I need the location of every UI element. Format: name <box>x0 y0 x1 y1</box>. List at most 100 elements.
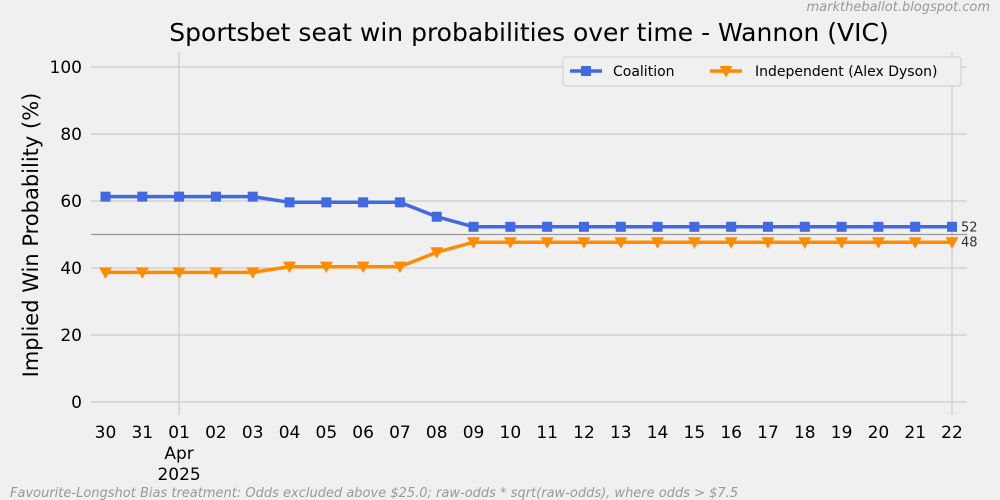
x-tick-labels: 30 31 01 02 03 04 05 06 07 08 09 10 11 12 13 14 15 16 17 18… <box>95 423 963 485</box>
legend-box <box>562 56 962 87</box>
x-tick-label-10: 10 <box>500 423 522 443</box>
series-1-point-14 <box>652 221 663 232</box>
series-2-point-20 <box>871 237 885 249</box>
x-tick-label-09: 09 <box>463 423 485 443</box>
series-1-point-05 <box>321 197 332 208</box>
series-2-point-05 <box>319 261 333 274</box>
x-tick-label-04: 04 <box>279 423 301 443</box>
x-tick-label-22: 22 <box>941 423 963 443</box>
series-2-point-01 <box>172 267 186 279</box>
x-tick-label-01: 01 <box>168 423 190 443</box>
footnote: Favourite-Longshot Bias treatment: Odds … <box>10 486 738 500</box>
series-2-point-19 <box>835 237 849 249</box>
series-1-point-18 <box>799 221 810 232</box>
x-tick-label-20: 20 <box>868 423 890 443</box>
series-1-point-22 <box>947 221 957 232</box>
legend-marker-1 <box>581 66 591 76</box>
series-2-point-17 <box>761 237 775 249</box>
x-tick-label-31: 31 <box>131 423 153 443</box>
series-1-end-label: 52 <box>961 220 978 235</box>
series-1: 52 <box>100 191 978 235</box>
x-tick-label-19: 19 <box>831 423 853 443</box>
legend: Coalition Independent (Alex Dyson) <box>562 56 962 87</box>
series-2-point-03 <box>246 267 260 279</box>
series-2: 48 <box>99 236 978 279</box>
series-1-point-17 <box>762 221 773 232</box>
series-1-point-06 <box>358 197 369 208</box>
series-2-point-07 <box>393 261 407 274</box>
series-2-point-06 <box>356 261 370 274</box>
series-1-point-16 <box>726 221 737 232</box>
series-2-point-21 <box>908 237 922 249</box>
legend-marker-2 <box>719 66 733 78</box>
series-2-point-12 <box>577 237 591 249</box>
series-2-point-09 <box>467 237 481 249</box>
x-tick-label-16: 16 <box>720 423 742 443</box>
series-2-end-label: 48 <box>961 236 978 251</box>
series-2-point-11 <box>540 237 554 249</box>
series-2-point-18 <box>798 237 812 249</box>
x-tick-label-30: 30 <box>95 423 117 443</box>
series-2-point-04 <box>283 261 297 274</box>
series-1-point-21 <box>910 221 921 232</box>
series-2-point-10 <box>503 237 517 249</box>
series-1-point-12 <box>578 221 589 232</box>
series-2-point-13 <box>614 237 628 249</box>
series-1-point-15 <box>689 221 700 232</box>
x-tick-label-03: 03 <box>242 423 264 443</box>
x-tick-label-05: 05 <box>316 423 338 443</box>
x-tick-label-12: 12 <box>573 423 595 443</box>
y-tick-label-40: 40 <box>60 259 82 279</box>
x-tick-label-21: 21 <box>904 423 926 443</box>
series-2-point-08 <box>430 247 444 259</box>
series-1-point-04 <box>284 197 295 208</box>
x-tick-label-06: 06 <box>352 423 374 443</box>
x-tick-label-07: 07 <box>389 423 411 443</box>
series-1-point-01 <box>174 191 185 202</box>
series-2-point-30 <box>99 267 112 279</box>
series-1-point-31 <box>137 191 148 202</box>
series-1-point-11 <box>542 221 553 232</box>
x-tick-label-14: 14 <box>647 423 669 443</box>
y-tick-labels: 0 20 40 60 80 100 <box>50 58 82 413</box>
series-1-point-30 <box>100 191 111 202</box>
series-1-point-19 <box>836 221 847 232</box>
x-sublabel-2025: 2025 <box>157 465 200 485</box>
series-1-point-03 <box>247 191 258 202</box>
series-1-point-10 <box>505 221 516 232</box>
series-2-point-16 <box>724 237 738 249</box>
legend-label-2: Independent (Alex Dyson) <box>755 64 937 80</box>
y-tick-label-100: 100 <box>50 58 82 78</box>
series-2-point-02 <box>209 267 223 279</box>
series-2-point-31 <box>135 267 149 279</box>
series-1-line <box>105 194 952 229</box>
x-tick-label-15: 15 <box>684 423 706 443</box>
x-tick-label-02: 02 <box>205 423 227 443</box>
legend-label-1: Coalition <box>613 64 675 80</box>
y-tick-label-60: 60 <box>60 192 82 212</box>
series-1-point-09 <box>468 221 479 232</box>
chart-title: Sportsbet seat win probabilities over ti… <box>169 18 888 47</box>
x-tick-label-11: 11 <box>536 423 558 443</box>
series-2-line <box>105 240 952 275</box>
series-2-point-14 <box>651 237 665 249</box>
series-1-point-07 <box>394 197 405 208</box>
x-gridlines <box>178 52 953 415</box>
x-tick-label-18: 18 <box>794 423 816 443</box>
y-tick-label-0: 0 <box>71 393 82 413</box>
series-2-point-22 <box>945 237 959 249</box>
x-tick-label-08: 08 <box>426 423 448 443</box>
series-1-point-08 <box>431 211 442 222</box>
series-1-point-02 <box>210 191 221 202</box>
y-tick-label-20: 20 <box>60 326 82 346</box>
x-sublabel-apr: Apr <box>164 444 193 464</box>
series-1-point-13 <box>615 221 626 232</box>
x-tick-label-17: 17 <box>757 423 779 443</box>
watermark: marktheballot.blogspot.com <box>806 0 990 15</box>
series-2-point-15 <box>687 237 701 249</box>
y-axis-label: Implied Win Probability (%) <box>19 93 43 378</box>
x-tick-label-13: 13 <box>610 423 632 443</box>
y-tick-label-80: 80 <box>60 125 82 145</box>
